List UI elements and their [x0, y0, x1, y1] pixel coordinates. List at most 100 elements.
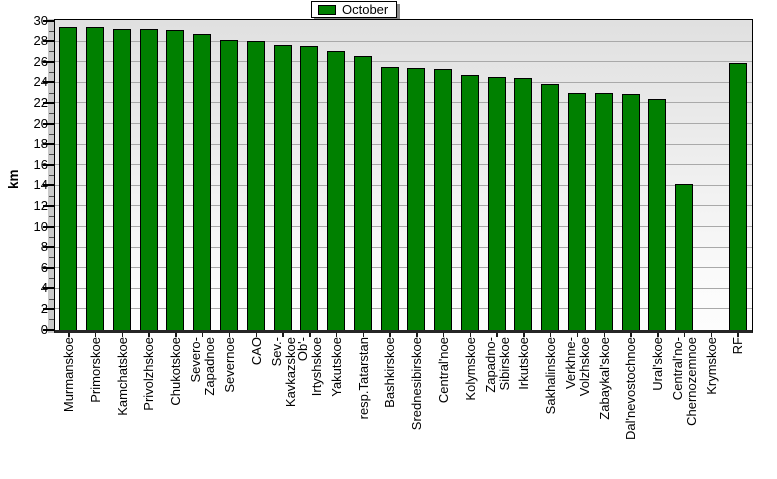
x-category-label: Central'no- Chernozemnoe — [670, 337, 699, 426]
y-tick-label: 30 — [33, 12, 48, 28]
x-tick — [362, 333, 365, 337]
x-tick — [576, 333, 579, 337]
y-minor-tick — [49, 195, 54, 197]
x-tick — [710, 333, 713, 337]
x-tick — [68, 333, 70, 337]
y-minor-tick — [49, 30, 54, 32]
x-category-label: Krymskoe — [703, 337, 719, 395]
x-category-label: Chukotskoe — [168, 337, 184, 406]
bar — [193, 34, 212, 330]
bar — [86, 27, 105, 330]
y-minor-tick — [49, 154, 54, 156]
x-tick — [282, 333, 284, 337]
y-minor-tick — [49, 133, 54, 135]
gridline — [55, 246, 752, 248]
gridline — [55, 308, 752, 310]
x-tick — [737, 333, 739, 337]
y-tick-label: 26 — [33, 53, 48, 69]
bar — [353, 56, 372, 330]
y-tick-label: 10 — [33, 218, 48, 234]
x-tick — [94, 333, 97, 337]
gridline — [55, 226, 752, 227]
gridline — [55, 184, 752, 186]
x-category-label: Ob'- Irtyshskoe — [295, 337, 324, 397]
y-tick-label: 14 — [33, 177, 48, 193]
y-tick-label: 18 — [33, 136, 48, 152]
plot-area — [54, 19, 753, 333]
y-minor-tick — [49, 72, 54, 73]
bar — [166, 30, 185, 330]
y-major-tick — [43, 266, 54, 269]
x-tick — [630, 333, 632, 337]
x-tick — [148, 333, 150, 337]
y-tick-label: 22 — [33, 94, 48, 110]
y-minor-tick — [49, 236, 54, 238]
x-tick — [309, 333, 311, 337]
y-minor-tick — [49, 51, 54, 53]
legend-color-swatch — [318, 4, 336, 15]
x-tick — [657, 333, 659, 337]
x-category-label: CAO — [248, 337, 264, 366]
x-category-label: Central'noe — [435, 337, 451, 404]
bar — [594, 93, 613, 330]
y-major-tick — [43, 81, 54, 84]
bar — [434, 69, 453, 330]
y-tick-label: 12 — [33, 197, 48, 213]
y-minor-tick — [49, 298, 54, 300]
y-minor-tick — [49, 92, 54, 94]
y-major-tick — [43, 60, 54, 63]
y-major-tick — [43, 246, 54, 249]
y-minor-tick — [49, 113, 54, 115]
bar — [380, 67, 399, 330]
gridline — [55, 143, 752, 145]
x-tick — [683, 333, 686, 337]
x-tick — [416, 333, 418, 337]
bar — [273, 44, 292, 330]
x-category-label: Bashkirskoe — [382, 337, 398, 408]
x-category-label: Ural'skoe — [650, 337, 666, 391]
x-category-label: Severnoe — [221, 337, 237, 393]
bar — [59, 27, 78, 330]
bar — [675, 183, 694, 330]
y-tick-label: 24 — [33, 74, 48, 90]
y-minor-tick — [49, 216, 54, 218]
x-category-label: Sakhalinskoe — [542, 337, 558, 415]
y-major-tick — [43, 328, 54, 331]
x-category-label: Srednesibirskoe — [409, 337, 425, 431]
gridline — [55, 81, 752, 83]
gridline — [55, 123, 752, 124]
gridline — [55, 40, 752, 42]
y-major-tick — [43, 19, 54, 22]
bar — [112, 29, 131, 330]
y-tick-label: 16 — [33, 156, 48, 172]
bar — [621, 94, 640, 330]
y-major-tick — [43, 204, 54, 207]
y-major-tick — [43, 40, 54, 43]
y-major-tick — [43, 101, 54, 104]
bar — [246, 40, 265, 330]
gridline — [55, 61, 752, 63]
bar — [568, 93, 586, 330]
x-category-label: Kolymskoe — [462, 337, 478, 401]
x-category-label: Irkutskoe — [516, 337, 532, 390]
x-tick — [228, 333, 231, 337]
x-tick — [469, 333, 472, 337]
chart-legend: October — [311, 1, 398, 18]
y-tick-label: 28 — [33, 33, 48, 49]
x-category-label: Kamchatskoe — [114, 337, 130, 416]
bar — [139, 29, 158, 330]
gridline — [55, 205, 752, 207]
x-category-label: Zabaykal'skoe — [596, 337, 612, 420]
x-tick — [255, 333, 258, 337]
bar — [327, 50, 346, 330]
y-major-tick — [43, 143, 54, 146]
bar — [487, 76, 506, 330]
x-tick — [442, 333, 445, 337]
bar — [648, 99, 667, 330]
x-tick — [523, 333, 525, 337]
x-tick — [121, 333, 124, 337]
y-axis-wall — [48, 19, 54, 333]
x-category-label: Primorskoe — [87, 337, 103, 403]
gridline — [55, 164, 752, 166]
